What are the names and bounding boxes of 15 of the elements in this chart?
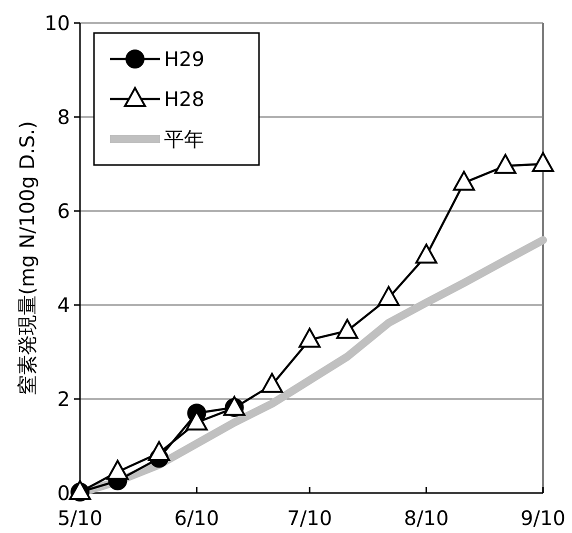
y-tick-label: 0 [57,481,70,505]
y-tick-label: 2 [57,387,70,411]
x-tick-label: 9/10 [520,506,566,530]
y-tick-label: 4 [57,293,70,317]
y-tick-label: 10 [44,11,70,35]
x-tick-label: 5/10 [58,506,102,530]
y-tick-label: 6 [57,199,70,223]
y-axis-title: 窒素発現量(mg N/100g D.S.) [15,121,39,395]
x-tick-label: 7/10 [287,506,332,530]
legend-label: H29 [164,47,204,71]
y-tick-label: 8 [57,105,70,129]
x-tick-label: 6/10 [174,506,220,530]
legend-label: H28 [164,87,204,111]
legend-label: 平年 [164,127,204,151]
x-tick-label: 8/10 [404,506,449,530]
